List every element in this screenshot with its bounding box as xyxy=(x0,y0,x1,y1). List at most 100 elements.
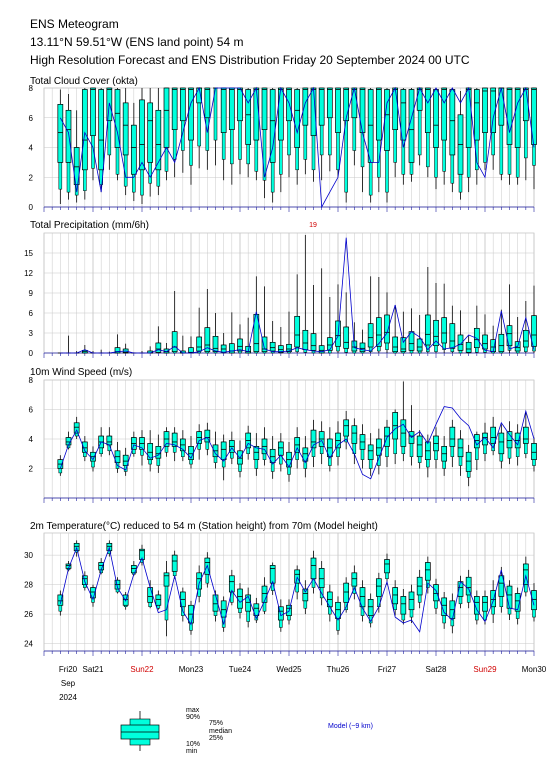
temp-ytick-label: 28 xyxy=(24,581,33,590)
day-label: Sun29 xyxy=(473,665,497,674)
temp-box-iqr xyxy=(465,576,472,596)
precip-box-iqr xyxy=(155,342,162,353)
precip-box-iqr xyxy=(441,317,448,344)
wind-box-iqr xyxy=(81,441,88,453)
wind-box-iqr xyxy=(106,435,113,446)
temp-ytick-label: 26 xyxy=(24,610,33,619)
temp-box-iqr xyxy=(498,575,505,597)
legend-p10-label: 10% xyxy=(186,741,200,748)
wind-box-iqr xyxy=(204,429,211,443)
temp-box-iqr xyxy=(277,606,284,621)
temp-box-iqr xyxy=(90,587,96,599)
cloud-box-iqr xyxy=(408,89,415,163)
precip-ytick-label: 3 xyxy=(29,329,34,338)
precip-panel-title: Total Precipitation (mm/6h) xyxy=(30,220,149,231)
temp-box-iqr xyxy=(196,572,203,590)
wind-panel-title: 10m Wind Speed (m/s) xyxy=(30,367,132,378)
temp-box-iqr xyxy=(343,582,350,603)
precip-box-iqr xyxy=(367,323,374,348)
cloud-box-iqr xyxy=(441,87,448,141)
precip-ytick-label: 9 xyxy=(29,289,34,298)
cloud-box-iqr xyxy=(522,87,529,122)
day-label: Thu26 xyxy=(327,665,350,674)
temp-box-iqr xyxy=(359,587,366,608)
cloud-box-iqr xyxy=(531,87,537,145)
precip-box-iqr xyxy=(522,329,529,348)
temp-panel-title: 2m Temperature(°C) reduced to 54 m (Stat… xyxy=(30,521,378,532)
precip-box-iqr xyxy=(433,319,439,347)
forecast-subtitle: High Resolution Forecast and ENS Distrib… xyxy=(30,53,470,67)
precip-offscale-label: 19 xyxy=(309,222,317,229)
wind-box-iqr xyxy=(473,434,480,449)
cloud-box-iqr xyxy=(375,87,382,141)
precip-ytick-label: 12 xyxy=(24,269,33,278)
temp-box-iqr xyxy=(473,596,480,615)
temp-box-iqr xyxy=(212,594,219,612)
wind-box-iqr xyxy=(375,438,382,456)
cloud-box-iqr xyxy=(367,89,374,163)
cloud-box-iqr xyxy=(294,89,301,148)
cloud-box-iqr xyxy=(188,87,194,141)
wind-box-iqr xyxy=(147,443,154,460)
day-label: Fri27 xyxy=(378,665,397,674)
precip-box-iqr xyxy=(318,345,325,354)
temp-box-iqr xyxy=(155,594,162,606)
cloud-ytick-label: 6 xyxy=(29,114,34,123)
wind-box-iqr xyxy=(490,426,497,444)
precip-box-iqr xyxy=(245,345,252,354)
legend-median-label: median xyxy=(209,728,232,735)
legend-p25-label: 25% xyxy=(209,735,223,742)
temp-box-iqr xyxy=(522,563,529,585)
temp-panel: 2m Temperature(°C) reduced to 54 m (Stat… xyxy=(24,521,537,656)
temp-box-iqr xyxy=(57,594,64,606)
precip-box-iqr xyxy=(204,327,211,353)
legend-box-glyph xyxy=(120,711,160,751)
temp-box-iqr xyxy=(130,565,137,574)
precip-box-iqr xyxy=(482,334,488,350)
cloud-ytick-label: 4 xyxy=(29,144,34,153)
wind-ytick-label: 2 xyxy=(29,465,34,474)
precip-box-iqr xyxy=(531,315,537,347)
cloud-panel: Total Cloud Cover (okta) 0 2 4 6 8 xyxy=(29,76,537,212)
precip-box-iqr xyxy=(114,347,121,354)
precip-box-iqr xyxy=(375,317,382,347)
temp-box-iqr xyxy=(351,572,358,587)
cloud-box-iqr xyxy=(318,87,325,126)
wind-box-iqr xyxy=(277,441,284,456)
wind-hires-line xyxy=(59,406,535,480)
cloud-box-iqr xyxy=(343,87,350,122)
wind-box-iqr xyxy=(482,432,488,446)
precip-box-iqr xyxy=(277,345,284,353)
cloud-box-iqr xyxy=(81,89,88,171)
cloud-box-iqr xyxy=(465,87,472,148)
cloud-box-iqr xyxy=(237,87,243,122)
precip-box-iqr xyxy=(416,338,423,352)
cloud-box-iqr xyxy=(482,87,488,133)
wind-panel: 10m Wind Speed (m/s) 2 4 6 8 xyxy=(29,367,537,503)
cloud-box-iqr xyxy=(506,87,513,145)
cloud-box-iqr xyxy=(204,87,211,119)
wind-box-iqr xyxy=(343,419,350,437)
legend-model-label: Model (~9 km) xyxy=(328,723,373,730)
precip-box-iqr xyxy=(196,336,203,352)
cloud-box-iqr xyxy=(400,89,407,141)
wind-ytick-label: 4 xyxy=(29,435,34,444)
temp-box-iqr xyxy=(335,601,341,619)
wind-box-iqr xyxy=(269,448,276,463)
precip-box-iqr xyxy=(253,313,260,353)
cloud-ytick-label: 0 xyxy=(29,203,34,212)
precip-box-iqr xyxy=(302,329,309,351)
year-label: 2024 xyxy=(59,693,77,702)
wind-ytick-label: 8 xyxy=(29,376,34,385)
temp-box-iqr xyxy=(384,559,390,574)
wind-ytick-label: 6 xyxy=(29,406,34,415)
wind-box-iqr xyxy=(506,431,513,449)
day-label: Mon30 xyxy=(522,665,547,674)
cloud-box-iqr xyxy=(220,87,227,133)
cloud-box-iqr xyxy=(73,147,80,186)
precip-box-iqr xyxy=(498,333,505,353)
temp-box-iqr xyxy=(392,587,399,605)
cloud-box-iqr xyxy=(473,89,480,141)
cloud-box-iqr xyxy=(326,87,333,119)
